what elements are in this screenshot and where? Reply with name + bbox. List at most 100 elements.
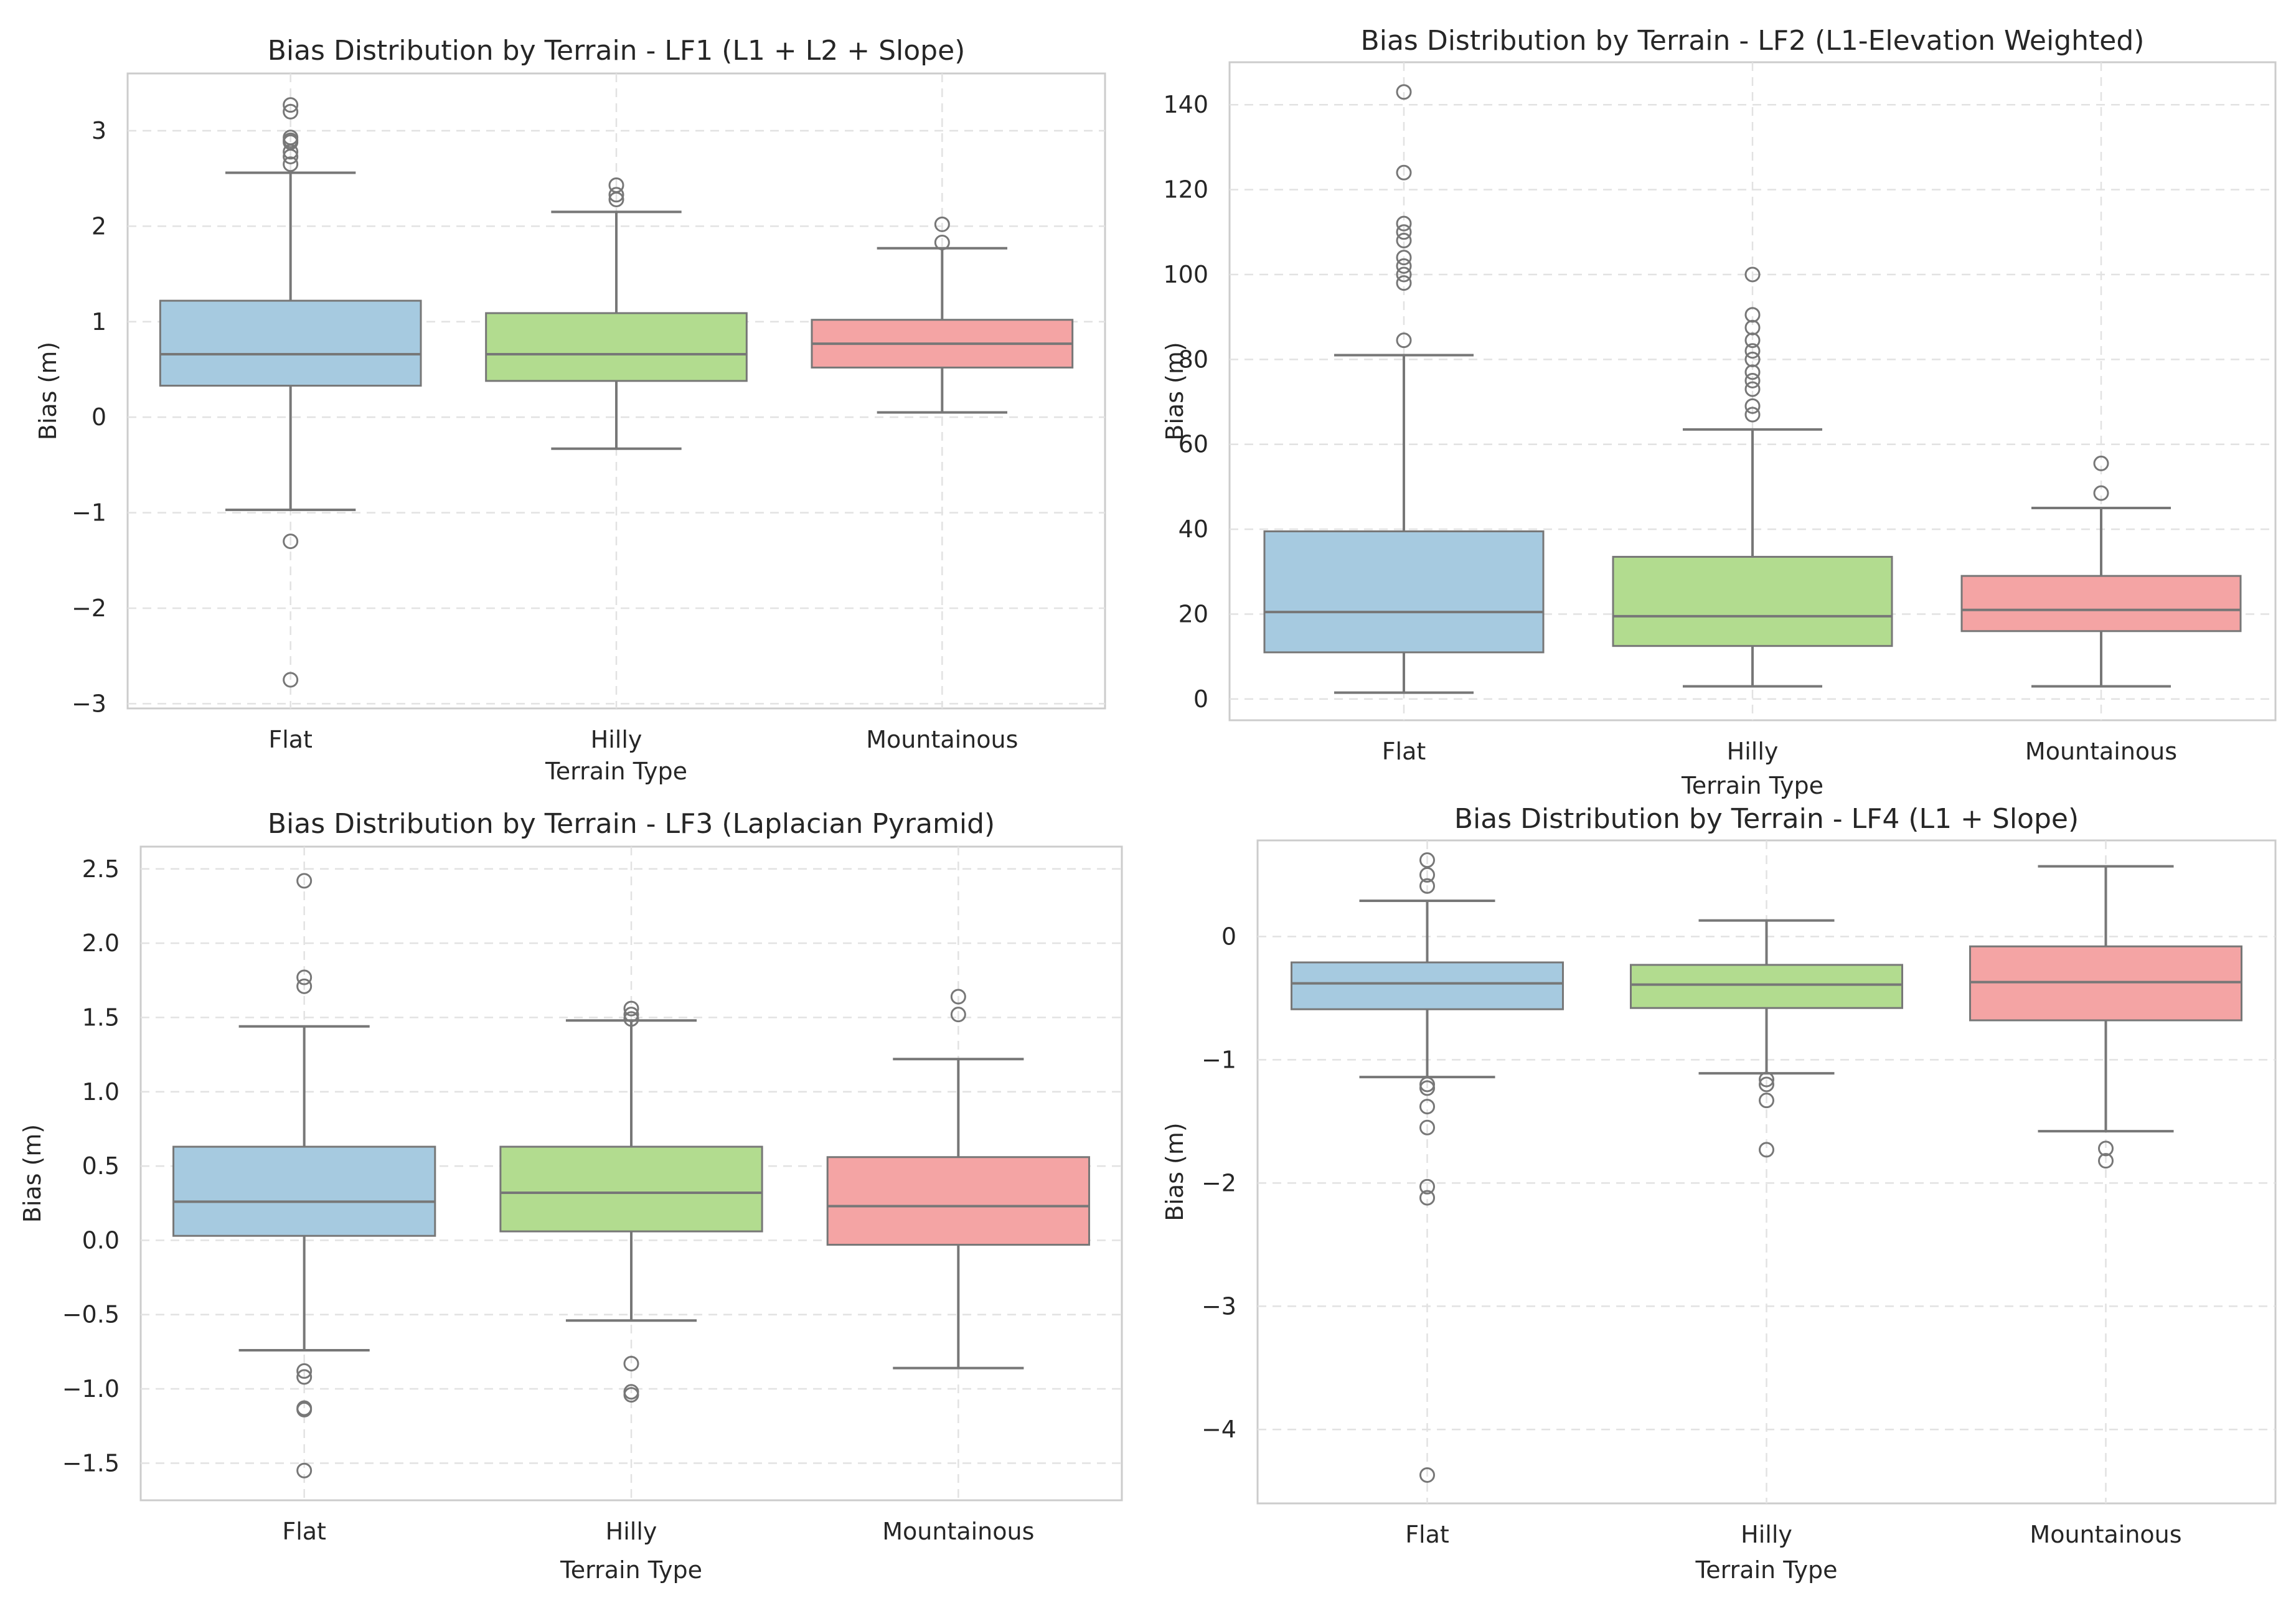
x-tick-label-flat: Flat [268,726,313,753]
x-axis-label: Terrain Type [560,1556,702,1584]
outlier-point [1419,878,1435,894]
chart-title: Bias Distribution by Terrain - LF4 (L1 +… [1454,803,2079,835]
outlier-point [1419,1467,1435,1483]
outlier-point [1419,1099,1435,1115]
outlier-point [1744,372,1761,388]
box-mountainous [1969,865,2242,1169]
outlier-point [1396,332,1412,349]
chart-panel-3: −1.5 −1.0 −0.5 0.0 0.5 1.0 1.5 2.0 2.5 Flat Hilly M… [19,808,1123,1584]
outlier-point [2098,1153,2114,1169]
outlier-point [1759,1071,1774,1088]
outlier-point [1396,266,1412,283]
iqr-box [826,1156,1090,1246]
outlier-point [1396,224,1412,240]
outlier-point [934,216,950,232]
outlier-point [950,989,966,1005]
iqr-box [485,312,748,382]
outlier-point [934,234,950,250]
outlier-point [608,187,624,203]
y-tick-label: −2 [72,595,106,622]
outlier-point [1744,381,1761,397]
outlier-point [623,1387,639,1403]
y-tick-label: 100 [1163,261,1208,288]
iqr-box [159,299,422,387]
box-mountainous [826,989,1090,1370]
outlier-point [283,103,299,120]
y-tick-label: 40 [1179,515,1208,543]
y-tick-label: −2 [1202,1169,1236,1196]
chart-title: Bias Distribution by Terrain - LF3 (Lapl… [268,808,995,840]
outlier-point [950,1007,966,1023]
outlier-point [296,1369,313,1385]
outlier-point [1744,332,1761,349]
outlier-point [283,148,299,164]
y-tick-label: 140 [1163,91,1208,118]
outlier-point [296,978,313,994]
x-tick-label-flat: Flat [282,1518,326,1545]
box-mountainous [811,216,1074,414]
y-axis-label: Bias (m) [19,1124,46,1223]
outlier-point [1419,1178,1435,1195]
y-axis-label: Bias (m) [1161,342,1188,440]
box-flat [1263,84,1545,694]
y-tick-label: −3 [1202,1292,1236,1320]
outlier-point [283,156,299,172]
outlier-point [1396,250,1412,266]
x-tick-label-flat: Flat [1382,738,1426,765]
outlier-point [1419,1076,1435,1093]
outlier-point [1744,266,1761,283]
chart-title: Bias Distribution by Terrain - LF2 (L1-E… [1361,25,2145,57]
outlier-point [2093,485,2109,501]
outlier-point [623,1355,639,1371]
outlier-point [283,534,299,550]
outlier-point [296,1401,313,1417]
box-hilly [1630,919,1903,1158]
outlier-point [1396,232,1412,248]
outlier-point [296,873,313,889]
y-tick-label: 60 [1179,431,1208,458]
x-axis-label: Terrain Type [1681,772,1823,799]
outlier-point [1396,258,1412,274]
outlier-point [2098,1140,2114,1157]
outlier-point [1419,867,1435,883]
iqr-box [1291,961,1564,1010]
x-tick-label-hilly: Hilly [606,1518,657,1545]
outlier-point [1744,364,1761,380]
outlier-point [1759,1093,1774,1109]
y-tick-label: 2.0 [82,929,120,957]
outlier-point [283,672,299,688]
box-flat [1291,852,1564,1483]
y-tick-label: 20 [1179,601,1208,628]
y-axis-label: Bias (m) [34,342,62,440]
outlier-point [2093,455,2109,471]
y-tick-label: 0 [92,403,106,431]
outlier-point [1419,1119,1435,1135]
y-tick-label: 120 [1163,176,1208,204]
y-tick-label: 1.0 [82,1078,120,1106]
chart-title: Bias Distribution by Terrain - LF1 (L1 +… [268,35,966,67]
y-tick-label: 3 [92,117,106,144]
y-tick-label: 0.5 [82,1152,120,1180]
x-tick-label-hilly: Hilly [591,726,642,753]
y-tick-label: −4 [1202,1416,1236,1443]
chart-panel-2: 0 20 40 60 80 100 120 140 Flat Hilly Mountainous Bi… [1161,25,2277,799]
outlier-point [1396,275,1412,291]
iqr-box [1960,575,2242,632]
y-tick-label: 1.5 [82,1004,120,1031]
x-tick-label-mountainous: Mountainous [2025,738,2177,765]
y-tick-label: −1 [1202,1046,1236,1073]
y-tick-label: 2.5 [82,855,120,883]
box-hilly [499,1000,763,1403]
outlier-point [1419,1080,1435,1096]
y-tick-label: −1.5 [62,1449,120,1477]
y-tick-label: 80 [1179,346,1208,373]
outlier-point [1759,1076,1774,1093]
outlier-point [1396,164,1412,181]
outlier-point [1744,319,1761,336]
iqr-box [172,1145,436,1237]
outlier-point [283,97,299,113]
y-tick-label: 0 [1221,923,1236,950]
outlier-point [1396,84,1412,100]
outlier-point [1744,307,1761,323]
x-axis-label: Terrain Type [1695,1556,1838,1584]
